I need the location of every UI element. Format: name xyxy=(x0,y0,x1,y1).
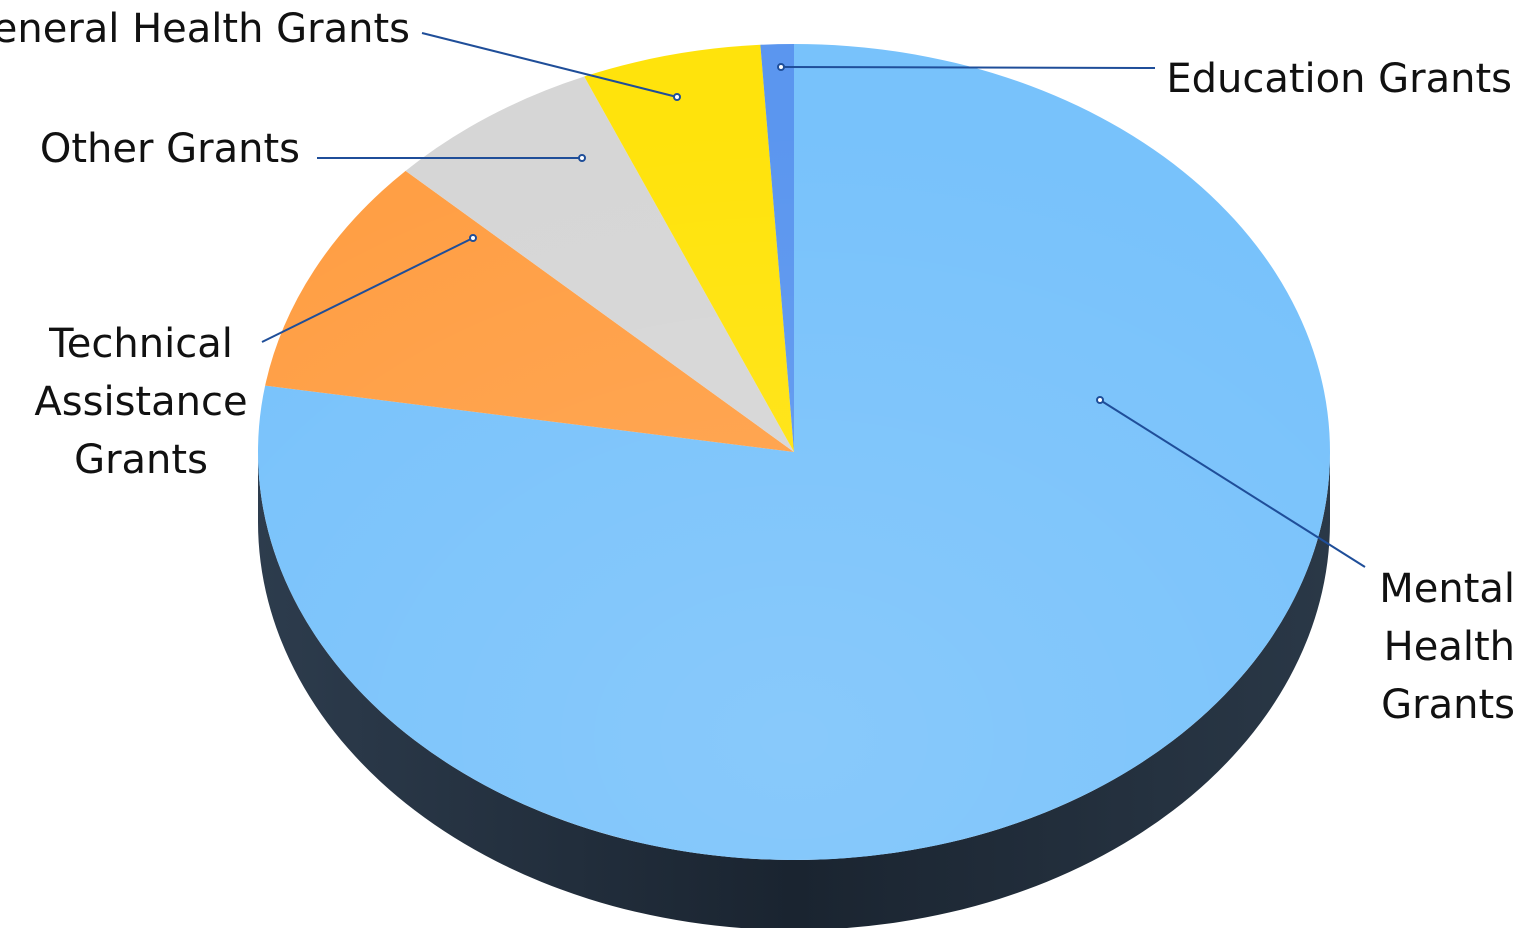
pie-top-shine xyxy=(258,44,1330,860)
leader-dot-education-grants xyxy=(777,63,785,71)
slice-label-other-grants: Other Grants xyxy=(40,126,300,172)
slice-label-technical-assistance-grants: Technical Assistance Grants xyxy=(34,321,247,483)
pie-side-wall xyxy=(258,452,1330,928)
pie-labels: Mental Health Grants Technical Assistance Gra… xyxy=(0,6,1515,728)
slice-label-general-health-grants: General Health Grants xyxy=(0,6,410,52)
leader-dot-mental-health-grants xyxy=(1096,396,1104,404)
pie-side-wall-shape xyxy=(258,452,1330,928)
leader-dot-general-health-grants xyxy=(673,93,681,101)
slice-label-education-grants: Education Grants xyxy=(1166,56,1512,102)
leader-line-mental-health-grants xyxy=(1099,399,1366,568)
slice-label-mental-health-grants: Mental Health Grants xyxy=(1379,566,1515,728)
leader-line-general-health-grants xyxy=(421,32,678,98)
leader-line-technical-assistance-grants xyxy=(261,237,474,343)
leader-line-education-grants xyxy=(780,66,1156,69)
leader-dot-technical-assistance-grants xyxy=(469,234,477,242)
leader-dot-other-grants xyxy=(578,154,586,162)
pie-top-face xyxy=(257,44,1331,860)
